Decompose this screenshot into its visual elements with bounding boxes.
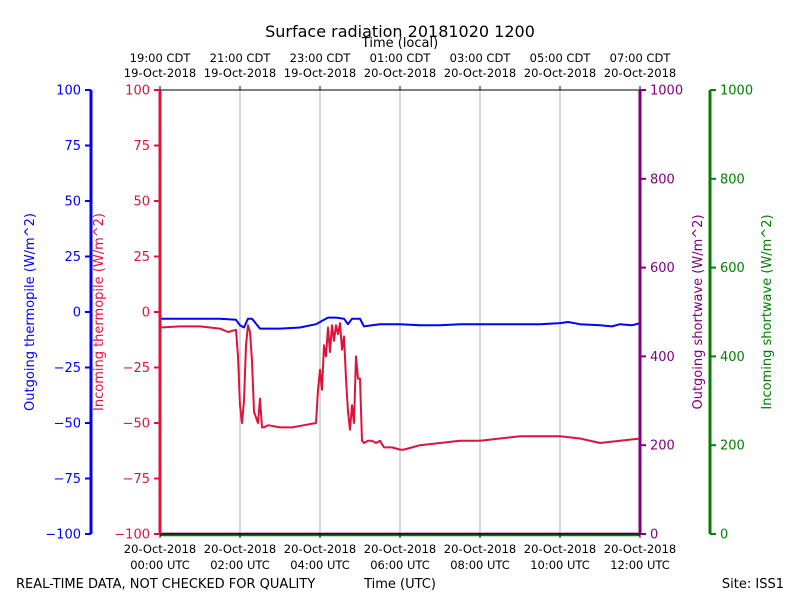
y-tick-label: 100 [56,84,81,99]
x-tick-label: 20-Oct-2018 [524,542,596,556]
footer-quality-note: REAL-TIME DATA, NOT CHECKED FOR QUALITY [16,577,315,592]
x-top-tick-label: 21:00 CDT [210,51,272,65]
chart-title: Surface radiation 20181020 1200 [265,22,535,41]
x-top-tick-label: 05:00 CDT [530,51,592,65]
y-tick-label: 800 [650,172,675,187]
y-tick-label: −100 [45,528,81,543]
y-tick-label: −75 [123,472,150,487]
x-tick-label: 20-Oct-2018 [204,542,276,556]
y-tick-label: 50 [64,195,81,210]
y-tick-label: 0 [650,528,658,543]
y-tick-label: 50 [133,195,150,210]
y-tick-label: 200 [720,439,745,454]
y-axis-label-outgoing_thermopile: Outgoing thermopile (W/m^2) [23,213,38,411]
x-top-tick-label: 19:00 CDT [130,51,192,65]
x-top-tick-label: 20-Oct-2018 [524,66,596,80]
x-tick-label: 20-Oct-2018 [604,542,676,556]
x-tick-label: 20-Oct-2018 [284,542,356,556]
y-axes: −100 −75 −50 −25 0 25 50 75 100 Outgoing thermopi… [23,84,775,543]
x-tick-label: 02:00 UTC [210,558,270,572]
x-tick-label: 06:00 UTC [370,558,430,572]
y-tick-label: 25 [133,250,150,265]
series-line-outgoing_thermopile [160,316,641,330]
y-tick-label: 0 [720,528,728,543]
y-tick-label: 0 [73,306,81,321]
x-top-tick-label: 03:00 CDT [450,51,512,65]
y-tick-label: −50 [54,417,81,432]
x-top-tick-label: 20-Oct-2018 [604,66,676,80]
y-tick-label: 1000 [720,84,753,99]
y-tick-label: 600 [720,261,745,276]
x-top-tick-label: 19-Oct-2018 [284,66,356,80]
y-tick-label: 25 [64,250,81,265]
site-label: Site: ISS1 [722,577,784,592]
y-tick-label: 400 [650,350,675,365]
y-tick-label: −75 [54,472,81,487]
top-axis-label: Time (local) [361,36,438,51]
x-tick-label: 00:00 UTC [130,558,190,572]
y-tick-label: 600 [650,261,675,276]
y-tick-label: −50 [123,417,150,432]
x-axis-label: Time (UTC) [363,577,436,592]
x-top-tick-label: 19-Oct-2018 [124,66,196,80]
y-tick-label: 75 [64,139,81,154]
y-tick-label: 0 [142,306,150,321]
grid-lines [239,90,561,534]
x-top-tick-label: 01:00 CDT [370,51,432,65]
x-tick-label: 10:00 UTC [530,558,590,572]
y-tick-label: 800 [720,172,745,187]
x-top-tick-label: 20-Oct-2018 [444,66,516,80]
x-tick-label: 20-Oct-2018 [124,542,196,556]
y-axis-label-incoming_shortwave: Incoming shortwave (W/m^2) [760,214,775,409]
y-tick-label: −25 [54,361,81,376]
x-tick-label: 20-Oct-2018 [364,542,436,556]
x-tick-label: 08:00 UTC [450,558,510,572]
y-tick-label: 200 [650,439,675,454]
y-axis-label-outgoing_shortwave: Outgoing shortwave (W/m^2) [691,214,706,409]
x-axes: 20-Oct-2018 00:00 UTC 20-Oct-2018 02:00 UTC… [124,51,676,572]
x-top-tick-label: 07:00 CDT [610,51,672,65]
y-tick-label: −25 [123,361,150,376]
y-tick-label: 400 [720,350,745,365]
x-top-tick-label: 19-Oct-2018 [204,66,276,80]
x-tick-label: 20-Oct-2018 [444,542,516,556]
x-tick-label: 04:00 UTC [290,558,350,572]
y-tick-label: −100 [114,528,150,543]
x-top-tick-label: 23:00 CDT [290,51,352,65]
series-line-incoming_thermopile [159,322,641,451]
y-tick-label: 100 [125,84,150,99]
y-tick-label: 1000 [650,84,683,99]
x-top-tick-label: 20-Oct-2018 [364,66,436,80]
y-tick-label: 75 [133,139,150,154]
y-axis-label-incoming_thermopile: Incoming thermopile (W/m^2) [92,213,107,411]
x-tick-label: 12:00 UTC [610,558,670,572]
